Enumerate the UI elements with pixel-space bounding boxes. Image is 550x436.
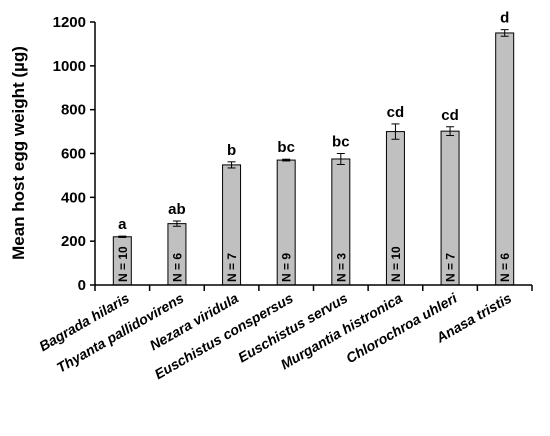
axes-layer xyxy=(94,22,532,286)
significance-label: bc xyxy=(332,134,350,151)
significance-label: b xyxy=(227,142,236,159)
significance-label: cd xyxy=(387,104,405,121)
y-tick-label: 800 xyxy=(61,102,86,119)
sample-size-label: N = 9 xyxy=(280,253,294,282)
sample-size-label: N = 7 xyxy=(444,253,458,282)
bar xyxy=(495,32,515,286)
y-tick-label: 200 xyxy=(61,233,86,250)
y-tick-label: 600 xyxy=(61,146,86,163)
sample-size-label: N = 6 xyxy=(498,253,512,282)
sample-size-label: N = 7 xyxy=(225,253,239,282)
y-tick-label: 0 xyxy=(78,277,86,294)
significance-label: bc xyxy=(277,139,295,156)
sample-size-label: N = 10 xyxy=(389,246,403,282)
sample-size-label: N = 6 xyxy=(170,253,184,282)
ticks-layer: 0 200 400 600 800 1000 1200 xyxy=(53,14,533,294)
y-tick-label: 400 xyxy=(61,189,86,206)
sample-size-label: N = 10 xyxy=(116,246,130,282)
sample-size-label: N = 3 xyxy=(334,253,348,282)
significance-label: cd xyxy=(441,107,459,124)
y-tick-label: 1000 xyxy=(53,58,86,75)
y-axis-title: Mean host egg weight (µg) xyxy=(9,46,28,260)
significance-label: ab xyxy=(168,201,186,218)
bars-layer xyxy=(112,29,515,286)
y-tick-label: 1200 xyxy=(53,14,86,31)
significance-label: a xyxy=(118,216,127,233)
significance-label: d xyxy=(500,10,509,27)
